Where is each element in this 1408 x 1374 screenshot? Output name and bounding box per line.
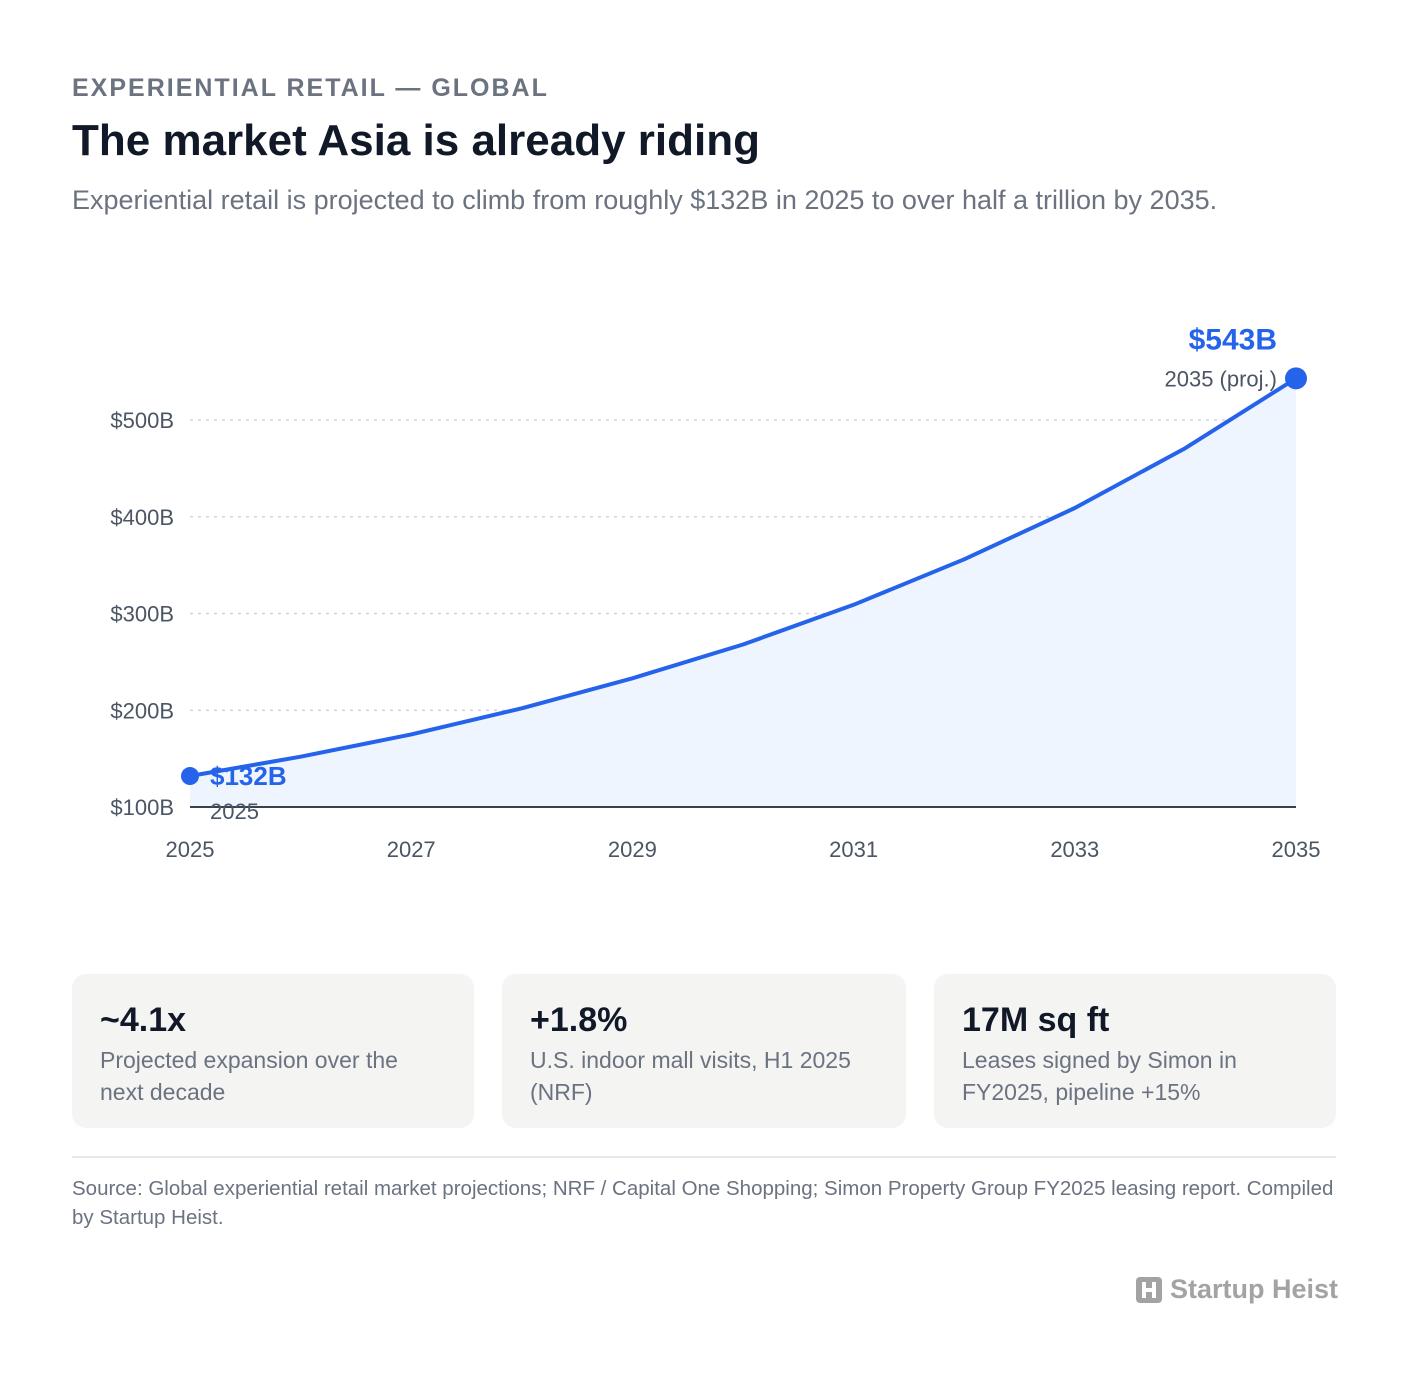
- data-points: [181, 367, 1307, 786]
- footer-divider: [72, 1156, 1336, 1158]
- start-value-label: $132B: [210, 761, 287, 791]
- x-tick-label: 2035: [1272, 837, 1321, 862]
- y-tick-label: $300B: [110, 602, 174, 627]
- stat-value: +1.8%: [530, 1001, 628, 1039]
- stat-card-leases: 17M sq ft Leases signed by Simon in FY20…: [934, 974, 1336, 1128]
- y-axis-ticks: $100B $200B $300B $400B $500B: [110, 408, 174, 820]
- data-point: [181, 767, 199, 786]
- stat-description: Leases signed by Simon in FY2025, pipeli…: [962, 1047, 1237, 1105]
- x-axis-ticks: 2025 2027 2029 2031 2033 2035: [166, 837, 1321, 862]
- y-tick-label: $200B: [110, 698, 174, 723]
- stat-card-mall-visits: +1.8% U.S. indoor mall visits, H1 2025 (…: [502, 974, 906, 1128]
- stat-description: Projected expansion over the next decade: [100, 1047, 398, 1105]
- end-value-label: $543B: [1189, 323, 1277, 356]
- area-fill: [190, 378, 1296, 807]
- eyebrow: EXPERIENTIAL RETAIL — GLOBAL: [72, 74, 549, 102]
- annotations: $132B 2025 $543B 2035 (proj.): [210, 323, 1277, 824]
- x-tick-label: 2031: [829, 837, 878, 862]
- stat-value: 17M sq ft: [962, 1001, 1110, 1039]
- stat-card-expansion: ~4.1x Projected expansion over the next …: [72, 974, 474, 1128]
- x-tick-label: 2025: [166, 837, 215, 862]
- h-logo-icon: [1135, 1276, 1162, 1303]
- x-tick-label: 2027: [387, 837, 436, 862]
- stat-value: ~4.1x: [100, 1001, 187, 1039]
- stat-description: U.S. indoor mall visits, H1 2025 (NRF): [530, 1047, 851, 1105]
- end-year-label: 2035 (proj.): [1164, 366, 1277, 391]
- data-point: [1285, 367, 1307, 390]
- page-title: The market Asia is already riding: [72, 116, 760, 165]
- brand-logo: Startup Heist: [1135, 1274, 1338, 1305]
- brand-name: Startup Heist: [1169, 1274, 1338, 1304]
- market-chart: $100B$200B$300B$400B$500B 2025 2027 2029 20…: [110, 323, 1321, 862]
- series-line: [188, 376, 1298, 778]
- x-tick-label: 2033: [1050, 837, 1099, 862]
- x-tick-label: 2029: [608, 837, 657, 862]
- y-tick-label: $400B: [110, 505, 174, 530]
- page-subtitle: Experiential retail is projected to clim…: [72, 185, 1218, 215]
- source-note: Source: Global experiential retail marke…: [72, 1177, 1334, 1229]
- y-tick-label: $100B: [110, 795, 174, 820]
- start-year-label: 2025: [210, 799, 259, 824]
- y-tick-label: $500B: [110, 408, 174, 433]
